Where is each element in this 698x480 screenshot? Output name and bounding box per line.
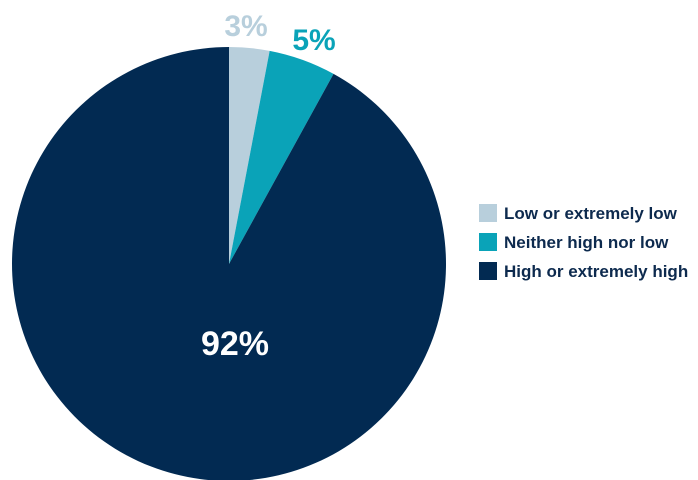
pie-slices xyxy=(12,47,447,480)
pie-slice-high-or-extremely-high xyxy=(12,47,447,480)
legend-label: Neither high nor low xyxy=(504,233,669,252)
legend-swatch xyxy=(479,204,497,222)
slice-label-3: 3% xyxy=(224,10,267,43)
pie-slice-low-or-extremely-low xyxy=(229,47,270,264)
legend-swatch xyxy=(479,233,497,251)
legend-label: High or extremely high xyxy=(504,262,688,281)
legend-swatch xyxy=(479,262,497,280)
slice-label-5: 5% xyxy=(292,24,335,57)
slice-label-92: 92% xyxy=(201,325,269,363)
pie-slice-neither-high-nor-low xyxy=(229,50,334,265)
legend-label: Low or extremely low xyxy=(504,204,678,223)
slice-labels: 3% 5% 92% xyxy=(201,10,336,363)
legend: Low or extremely low Neither high nor low… xyxy=(479,204,688,281)
